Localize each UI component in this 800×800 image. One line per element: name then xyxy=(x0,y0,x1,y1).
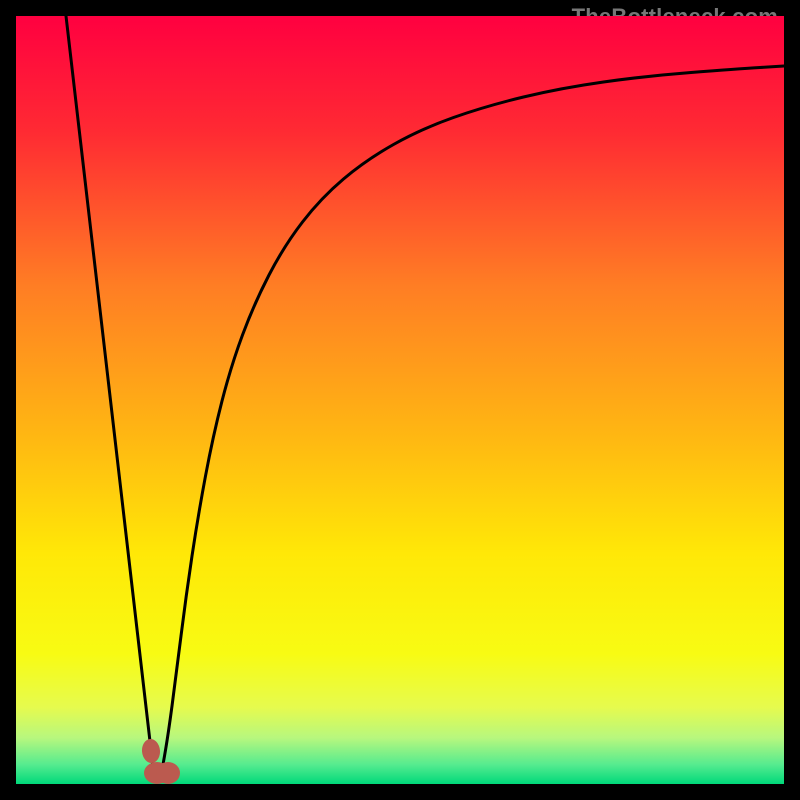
gradient-background xyxy=(16,16,784,784)
bottleneck-chart xyxy=(16,16,784,784)
chart-frame: TheBottleneck.com xyxy=(0,0,800,800)
data-blob xyxy=(156,762,180,784)
